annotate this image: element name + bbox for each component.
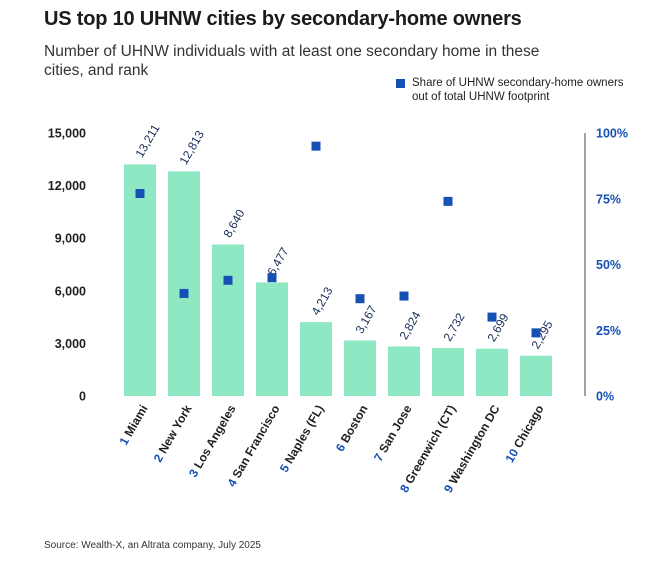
bar (388, 346, 420, 396)
y-tick-label: 12,000 (48, 179, 86, 193)
share-marker (223, 275, 233, 285)
share-marker (355, 294, 365, 304)
y-tick-label: 9,000 (55, 232, 86, 246)
city-label: Boston (338, 403, 371, 446)
category-label: 3 Los Angeles (186, 402, 239, 479)
y-tick-label: 0 (79, 390, 86, 404)
value-label: 8,640 (220, 207, 247, 240)
value-label: 3,167 (352, 303, 379, 336)
city-label: Miami (121, 403, 150, 439)
y2-tick-label: 100% (596, 127, 628, 141)
bar (520, 355, 552, 396)
y-tick-label: 3,000 (55, 337, 86, 351)
bar (256, 282, 288, 396)
value-label: 13,211 (132, 122, 162, 160)
category-label: 10 Chicago (502, 403, 546, 465)
y2-tick-label: 25% (596, 324, 621, 338)
city-label: Chicago (511, 403, 547, 451)
bar (476, 348, 508, 396)
share-marker (179, 288, 189, 298)
bar (124, 164, 156, 396)
bar (168, 171, 200, 396)
legend-label: Share of UHNW secondary-home owners out … (412, 77, 624, 103)
city-label: Los Angeles (191, 402, 239, 471)
y-tick-label: 6,000 (55, 284, 86, 298)
value-label: 2,824 (396, 309, 423, 342)
share-marker (531, 328, 541, 338)
bar (344, 340, 376, 396)
bar (212, 244, 244, 396)
value-label: 12,813 (176, 128, 207, 167)
bar (432, 348, 464, 396)
share-marker (443, 196, 453, 206)
legend-marker-swatch (396, 79, 405, 88)
city-label: San Jose (376, 402, 415, 455)
value-label: 6,477 (264, 245, 291, 278)
value-label: 2,732 (440, 310, 467, 343)
y2-tick-label: 75% (596, 192, 621, 206)
share-marker (487, 312, 497, 322)
share-marker (399, 291, 409, 301)
y2-tick-label: 0% (596, 390, 614, 404)
category-label: 2 New York (151, 402, 195, 464)
y-tick-label: 15,000 (48, 127, 86, 141)
bar (300, 322, 332, 396)
share-marker (135, 188, 145, 198)
category-label: 5 Naples (FL) (277, 403, 327, 475)
value-label: 4,213 (308, 284, 335, 317)
share-marker (311, 141, 321, 151)
city-label: Naples (FL) (282, 403, 327, 467)
city-label: New York (156, 402, 195, 456)
y2-tick-label: 50% (596, 258, 621, 272)
chart-title: US top 10 UHNW cities by secondary-home … (44, 8, 522, 30)
source-note: Source: Wealth-X, an Altrata company, Ju… (44, 540, 261, 551)
category-label: 7 San Jose (371, 402, 415, 464)
category-label: 1 Miami (116, 403, 150, 448)
share-marker (267, 273, 277, 283)
city-label: San Francisco (229, 403, 282, 481)
chart-subtitle: Number of UHNW individuals with at least… (44, 43, 540, 79)
category-label: 6 Boston (333, 403, 371, 454)
